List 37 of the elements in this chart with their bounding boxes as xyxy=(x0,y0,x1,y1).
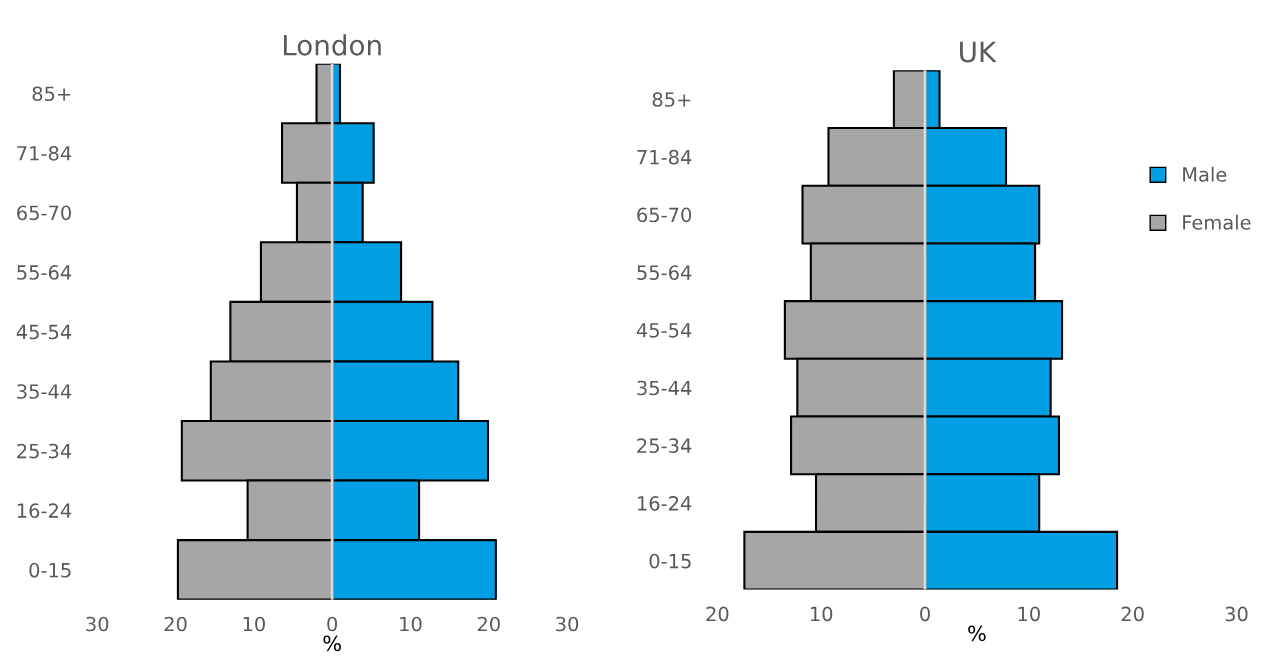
chart-title: London xyxy=(283,34,381,56)
x-tick-label: 30 xyxy=(556,616,579,632)
y-tick-label: 71-84 xyxy=(17,145,72,161)
x-tick-label: 30 xyxy=(1225,606,1248,622)
y-tick-label: 65-70 xyxy=(637,207,692,223)
chart-title: UK xyxy=(960,41,997,63)
legend-label: Male xyxy=(1183,166,1227,182)
y-tick-label: 55-64 xyxy=(637,265,692,280)
x-tick-label: 10 xyxy=(243,616,265,632)
x-tick-label: 20 xyxy=(706,606,729,622)
x-tick-label: 30 xyxy=(86,616,109,632)
y-tick-label: 55-64 xyxy=(17,265,72,280)
x-tick-label: 20 xyxy=(164,616,187,632)
y-tick-label: 85+ xyxy=(652,92,691,107)
x-tick-label: 0 xyxy=(327,616,338,632)
x-tick-label: 20 xyxy=(477,616,500,632)
x-tick-label: 10 xyxy=(400,616,422,632)
y-tick-label: 16-24 xyxy=(17,503,72,518)
x-tick-label: 10 xyxy=(1018,606,1040,622)
y-tick-label: 35-44 xyxy=(17,384,72,399)
x-tick-label: 0 xyxy=(920,606,930,622)
y-tick-label: 71-84 xyxy=(637,149,692,165)
y-tick-label: 45-54 xyxy=(16,324,72,340)
y-tick-label: 65-70 xyxy=(17,205,71,221)
y-tick-label: 0-15 xyxy=(649,553,691,569)
y-tick-label: 45-54 xyxy=(636,323,692,338)
y-tick-label: 16-24 xyxy=(638,496,692,511)
y-tick-label: 0-15 xyxy=(29,562,71,578)
y-tick-label: 25-34 xyxy=(637,438,692,454)
y-tick-label: 85+ xyxy=(32,86,71,102)
y-tick-label: 35-44 xyxy=(637,380,692,396)
x-tick-label: 20 xyxy=(1121,606,1144,622)
x-tick-label: 10 xyxy=(810,606,833,622)
x-axis-title: % xyxy=(323,635,341,652)
y-tick-label: 25-34 xyxy=(17,443,72,459)
x-axis-title: % xyxy=(968,625,986,642)
legend-label: Female xyxy=(1183,214,1251,230)
